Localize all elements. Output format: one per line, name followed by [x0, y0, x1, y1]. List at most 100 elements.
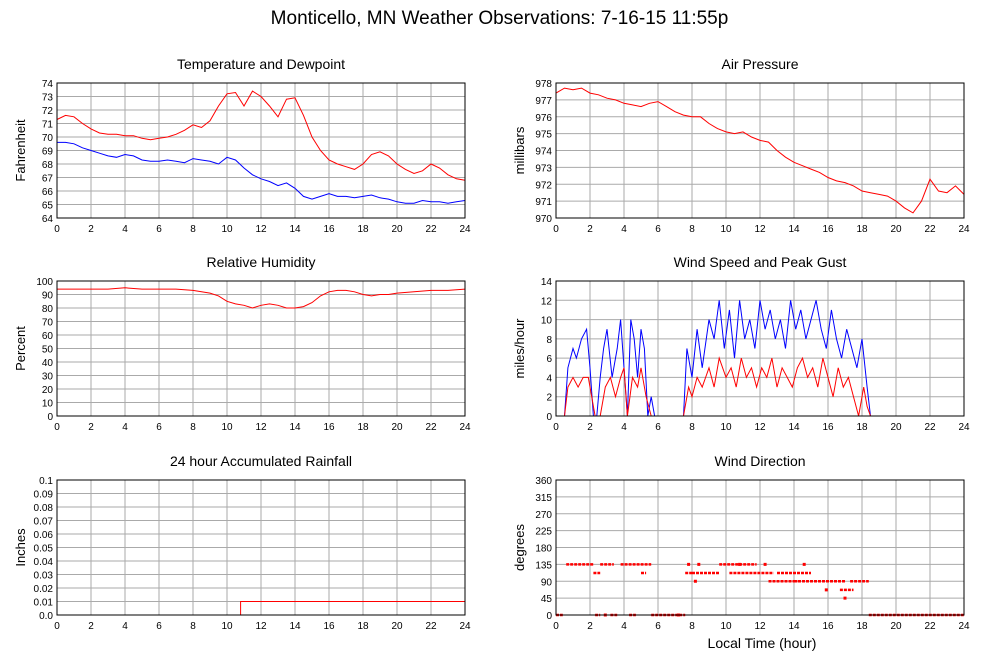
rain-xtick-label: 18 — [357, 621, 369, 632]
wind-xtick-label: 6 — [655, 422, 661, 433]
humidity-ytick-label: 90 — [42, 291, 54, 302]
wind-xtick-label: 10 — [720, 422, 732, 433]
pressure-title: Air Pressure — [721, 56, 798, 72]
wind-xtick-label: 12 — [754, 422, 766, 433]
pressure-xtick-label: 8 — [689, 224, 695, 235]
direction-ytick-label: 225 — [535, 527, 552, 538]
direction-xtick-label: 8 — [689, 621, 695, 632]
direction-ytick-label: 180 — [535, 544, 552, 555]
humidity-xtick-label: 14 — [289, 422, 301, 433]
direction-point — [843, 596, 847, 600]
humidity-xtick-label: 16 — [323, 422, 335, 433]
humidity-xtick-label: 20 — [391, 422, 403, 433]
pressure-xtick-label: 2 — [587, 224, 593, 235]
humidity-xtick-label: 18 — [357, 422, 369, 433]
temp-ytick-label: 70 — [42, 133, 54, 144]
humidity-title: Relative Humidity — [207, 254, 316, 270]
direction-xtick-label: 20 — [890, 621, 902, 632]
wind-ytick-label: 6 — [546, 354, 552, 365]
rain-xtick-label: 24 — [459, 621, 471, 632]
pressure-xtick-label: 22 — [924, 224, 936, 235]
direction-point — [824, 588, 828, 592]
rain-ytick-label: 0.04 — [34, 557, 54, 568]
temp-series-1 — [57, 141, 466, 204]
wind-xtick-label: 18 — [856, 422, 868, 433]
humidity-xtick-label: 22 — [425, 422, 437, 433]
humidity-ytick-label: 70 — [42, 318, 54, 329]
rain-xtick-label: 8 — [190, 621, 196, 632]
temp-ytick-label: 65 — [42, 201, 54, 212]
temp-ytick-label: 73 — [42, 93, 54, 104]
wind-xtick-label: 20 — [890, 422, 902, 433]
pressure-series-0 — [555, 87, 965, 214]
pressure-xtick-label: 12 — [754, 224, 766, 235]
wind-ytick-label: 2 — [546, 393, 552, 404]
rain-ytick-label: 0.09 — [34, 490, 54, 501]
pressure-xtick-label: 4 — [621, 224, 627, 235]
direction-point — [738, 562, 742, 566]
rain-xtick-label: 14 — [289, 621, 301, 632]
pressure-xtick-label: 0 — [553, 224, 559, 235]
direction-title: Wind Direction — [714, 453, 805, 469]
direction-xtick-label: 12 — [754, 621, 766, 632]
direction-xtick-label: 22 — [924, 621, 936, 632]
wind-series-1 — [556, 356, 964, 417]
temp-ytick-label: 74 — [42, 79, 54, 90]
direction-xtick-label: 18 — [856, 621, 868, 632]
humidity-xtick-label: 2 — [88, 422, 94, 433]
temp-xtick-label: 14 — [289, 224, 301, 235]
pressure-ytick-label: 970 — [535, 214, 552, 225]
humidity-ytick-label: 30 — [42, 372, 54, 383]
wind-series-0 — [556, 300, 964, 417]
wind-xtick-label: 14 — [788, 422, 800, 433]
direction-point — [693, 579, 697, 583]
temp-frame — [56, 82, 466, 219]
rain-xtick-label: 12 — [255, 621, 267, 632]
wind-frame — [555, 280, 965, 417]
humidity-ytick-label: 10 — [42, 399, 54, 410]
wind-ytick-label: 0 — [546, 412, 552, 423]
rain-xtick-label: 10 — [221, 621, 233, 632]
temp-xtick-label: 20 — [391, 224, 403, 235]
direction-point — [697, 562, 701, 566]
direction-xtick-label: 10 — [720, 621, 732, 632]
direction-ytick-label: 0 — [546, 611, 552, 622]
rain-ylabel: Inches — [13, 528, 28, 567]
rain-ytick-label: 0.02 — [34, 584, 54, 595]
temp-ytick-label: 64 — [42, 214, 54, 225]
pressure-ytick-label: 976 — [535, 113, 552, 124]
pressure-xtick-label: 20 — [890, 224, 902, 235]
rain-title: 24 hour Accumulated Rainfall — [170, 453, 352, 469]
wind-xtick-label: 22 — [924, 422, 936, 433]
humidity-ytick-label: 40 — [42, 358, 54, 369]
rain-xtick-label: 16 — [323, 621, 335, 632]
pressure-ytick-label: 975 — [535, 130, 552, 141]
direction-ytick-label: 360 — [535, 476, 552, 487]
wind-xtick-label: 2 — [587, 422, 593, 433]
humidity-ytick-label: 60 — [42, 331, 54, 342]
rain-xtick-label: 6 — [156, 621, 162, 632]
direction-point — [687, 562, 691, 566]
wind-ytick-label: 12 — [541, 296, 553, 307]
rain-ytick-label: 0.07 — [34, 517, 54, 528]
pressure-xtick-label: 24 — [958, 224, 970, 235]
direction-xtick-label: 16 — [822, 621, 834, 632]
direction-xtick-label: 24 — [958, 621, 970, 632]
temp-xtick-label: 0 — [54, 224, 60, 235]
rain-ytick-label: 0.06 — [34, 530, 54, 541]
rain-ytick-label: 0.1 — [39, 476, 53, 487]
page-title: Monticello, MN Weather Observations: 7-1… — [270, 8, 729, 29]
wind-xtick-label: 24 — [958, 422, 970, 433]
direction-point — [763, 562, 767, 566]
humidity-ytick-label: 80 — [42, 304, 54, 315]
rain-xtick-label: 22 — [425, 621, 437, 632]
pressure-frame — [555, 82, 965, 219]
temp-ytick-label: 68 — [42, 160, 54, 171]
wind-xtick-label: 8 — [689, 422, 695, 433]
temp-xtick-label: 2 — [88, 224, 94, 235]
